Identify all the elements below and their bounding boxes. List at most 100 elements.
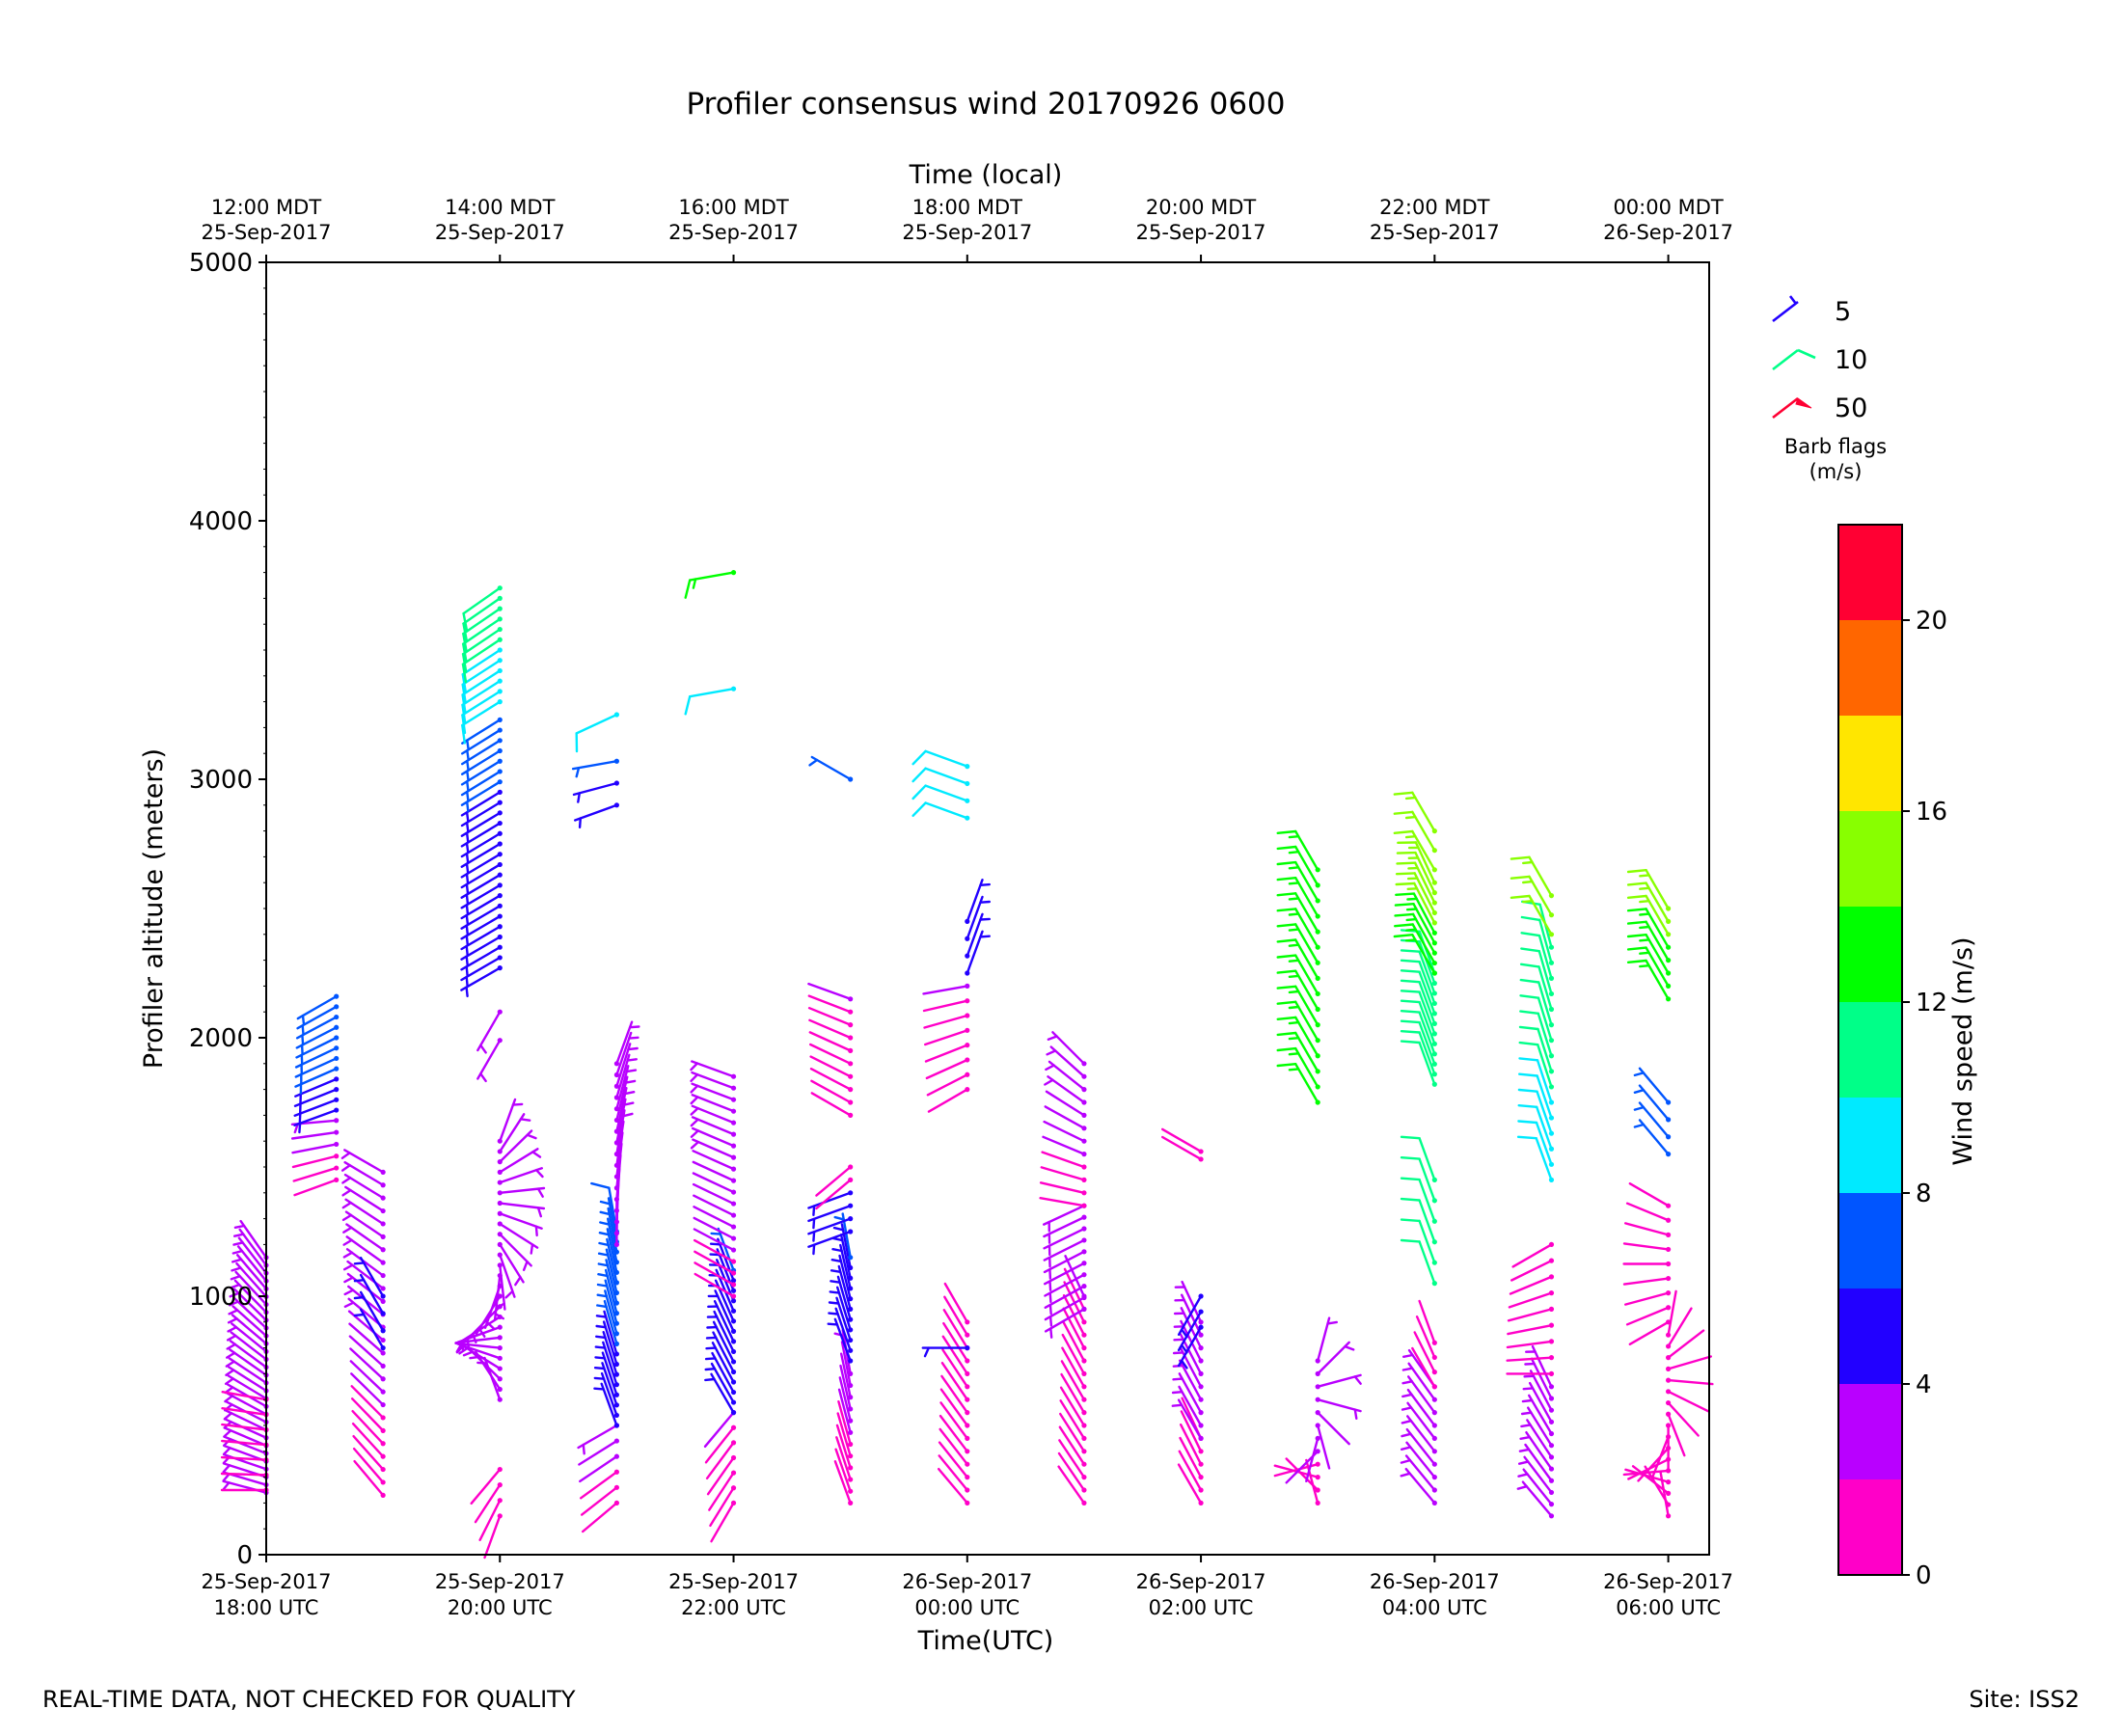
barb-staff (1622, 1277, 1670, 1286)
barb-staff (296, 994, 338, 1020)
barb-staff (574, 803, 618, 822)
wind-barb (476, 1009, 503, 1054)
barb-staff (810, 755, 852, 781)
barb-feather (1288, 990, 1300, 994)
wind-barb (598, 1228, 620, 1275)
barb-staff (603, 1310, 618, 1356)
barb-staff (1667, 1355, 1713, 1370)
barb-feather (1401, 1353, 1414, 1359)
barb-staff (940, 1374, 969, 1414)
plot-axes: 0 1000 2000 3000 4000 5000 25-Sep-2017 18:00 UT… (189, 196, 1733, 1619)
barb-staff (711, 1342, 735, 1384)
wind-barb (927, 1087, 970, 1113)
wind-barb (342, 1248, 386, 1279)
barb-feather (222, 1447, 231, 1456)
barb-staff (1293, 969, 1319, 1011)
wind-barb (1631, 1465, 1672, 1496)
wind-barb (593, 1362, 620, 1408)
barb-staff (499, 1243, 525, 1284)
legend-half-feather (1788, 295, 1798, 305)
barb-staff (600, 1371, 618, 1417)
wind-barb (1046, 1045, 1087, 1079)
barb-feather (1400, 949, 1421, 953)
barb-staff (1043, 1120, 1086, 1143)
wind-barb (939, 1401, 970, 1441)
legend-label: 10 (1835, 345, 1867, 375)
wind-barb (1397, 841, 1437, 885)
barb-feather (1405, 908, 1418, 911)
barb-staff (1043, 1227, 1086, 1250)
wind-barb (595, 1330, 620, 1377)
barb-staff (1051, 1031, 1086, 1066)
wind-barb (1039, 1181, 1087, 1196)
barb-feather (353, 1313, 366, 1317)
barb-staff (943, 1295, 969, 1337)
barb-feather (229, 1291, 240, 1298)
wind-barb (1507, 1306, 1555, 1322)
barb-feather (1172, 1351, 1184, 1355)
barb-feather (223, 1412, 233, 1421)
top-axis-label: Time (local) (909, 160, 1063, 190)
wind-barb (693, 1206, 737, 1230)
wind-barb (1633, 1067, 1672, 1105)
wind-barb (342, 1235, 386, 1265)
barb-feather (1639, 951, 1650, 955)
wind-barb (692, 1160, 737, 1183)
barb-feather (1393, 934, 1414, 938)
barb-staff (470, 1468, 502, 1505)
wind-barb (613, 1053, 638, 1100)
wind-barb (1276, 1062, 1320, 1105)
wind-barb (1506, 1355, 1555, 1362)
barb-feather (511, 1102, 524, 1106)
barb-staff (706, 1456, 735, 1496)
barb-feather (624, 1079, 637, 1084)
wind-barb (1179, 1436, 1204, 1480)
barb-feather (1276, 985, 1297, 990)
wind-barb (293, 1087, 340, 1115)
barb-feather (465, 893, 470, 906)
legend-staff (1772, 300, 1799, 323)
barb-feather (465, 965, 469, 977)
wind-barb (1305, 1435, 1320, 1483)
barb-feather (808, 758, 819, 767)
wind-barb (1518, 1025, 1555, 1074)
wind-barb (497, 1113, 531, 1154)
barb-staff (1293, 1046, 1319, 1089)
barb-feather (1171, 1390, 1183, 1395)
barb-staff (939, 1427, 969, 1466)
wind-barb (1415, 1315, 1437, 1361)
barb-staff (1293, 860, 1319, 903)
barb-staff (1317, 1397, 1362, 1413)
barb-feather (465, 873, 470, 884)
wind-barb (351, 1422, 386, 1459)
wind-barb (840, 1341, 854, 1389)
wind-barb (690, 1071, 737, 1091)
barb-feather (479, 1072, 487, 1083)
barb-staff (1631, 1465, 1670, 1495)
barb-staff (1418, 1000, 1436, 1045)
barb-staff (237, 1236, 268, 1275)
barb-feather (1400, 1040, 1421, 1044)
barb-feather (594, 1345, 607, 1349)
barb-staff (924, 1029, 969, 1046)
wind-barb (1400, 1177, 1437, 1224)
wind-barb (1622, 1275, 1672, 1286)
wind-barb (1666, 1399, 1700, 1437)
barb-feather (353, 1278, 366, 1283)
wind-barb (613, 1098, 635, 1146)
barb-staff (1650, 1435, 1670, 1479)
barb-feather (1518, 1448, 1531, 1452)
barb-staff (292, 1166, 338, 1182)
barb-staff (1059, 1386, 1086, 1427)
barb-staff (604, 1289, 618, 1335)
wind-barb (827, 1317, 854, 1364)
wind-barb (1520, 1419, 1555, 1460)
barb-staff (1623, 1222, 1670, 1236)
barb-staff (1418, 1299, 1436, 1344)
barb-feather (623, 1090, 636, 1096)
barb-feather (1288, 959, 1300, 963)
barb-feather (461, 683, 467, 704)
barb-staff (922, 999, 969, 1013)
barb-staff (693, 1194, 735, 1217)
legend-item-50: 50 (1772, 393, 1867, 423)
